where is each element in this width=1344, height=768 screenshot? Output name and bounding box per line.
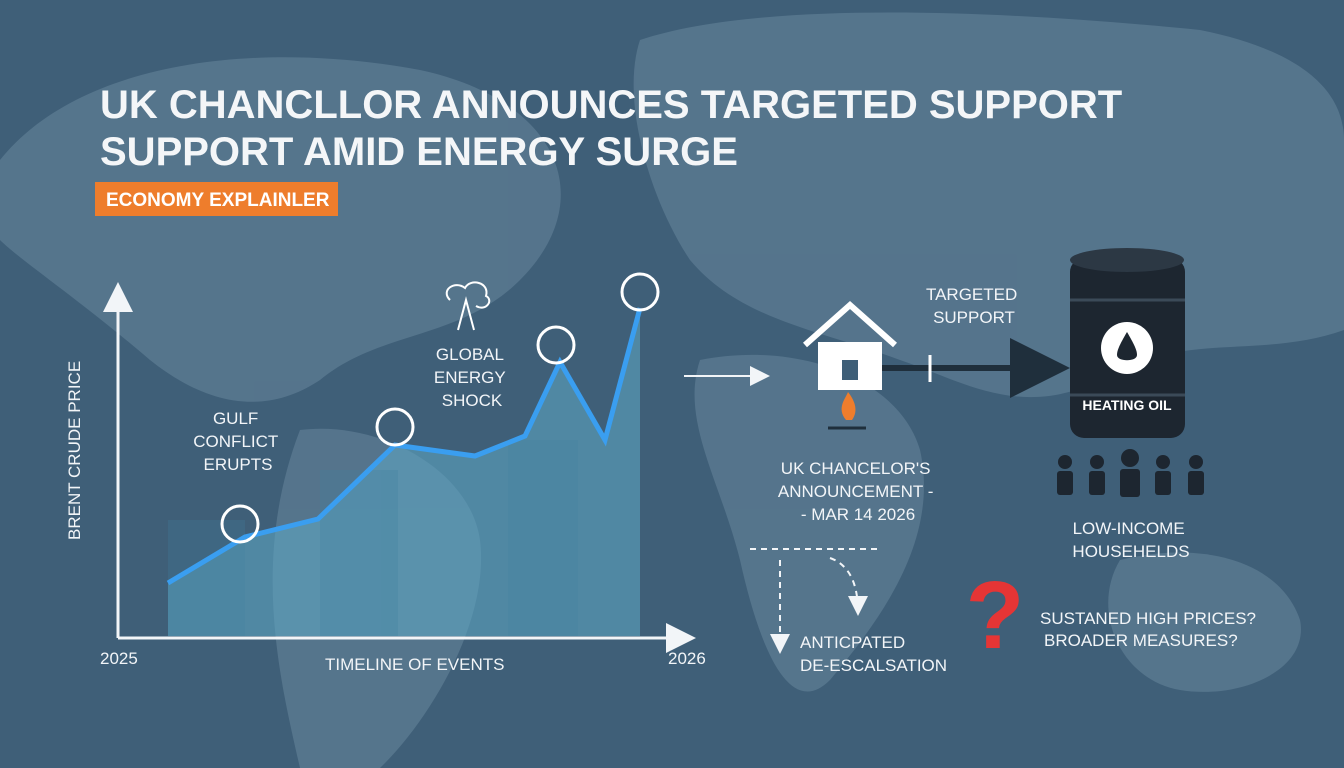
support-label-line: TARGETED — [926, 285, 1017, 304]
announcement-line: - MAR 14 2026 — [801, 505, 915, 524]
recipients-label: LOW-INCOME HOUSEHELDS — [1072, 519, 1189, 561]
oil-barrel — [1070, 248, 1185, 438]
question-line: BROADER MEASURES? — [1044, 631, 1238, 650]
support-label-line: SUPPORT — [933, 308, 1015, 327]
event-label-line: CONFLICT — [193, 432, 278, 451]
barrel-label: HEATING OIL — [1082, 397, 1172, 413]
y-axis-label: BRENT CRUDE PRICE — [65, 361, 84, 540]
recipients-line: HOUSEHELDS — [1072, 542, 1189, 561]
dashed-arrows — [750, 548, 880, 654]
people-icons — [1057, 449, 1204, 497]
outcome-line: DE-ESCALSATION — [800, 656, 947, 675]
event-label: GLOBAL ENERGY SHOCK — [434, 345, 510, 410]
title-line: UK CHANCLLOR ANNOUNCES TARGETED SUPPORT — [100, 83, 1122, 127]
timeline-chart — [103, 272, 696, 653]
question-mark: ? — [966, 562, 1025, 669]
outcome-label: ANTICPATED DE-ESCALSATION — [800, 633, 947, 675]
end-label: 2026 — [668, 649, 706, 668]
announcement-line: UK CHANCELOR'S — [781, 459, 931, 478]
announcement-line: ANNOUNCEMENT - — [778, 482, 934, 501]
outcome-line: ANTICPATED — [800, 633, 905, 652]
area — [168, 308, 640, 636]
event-label-line: GLOBAL — [436, 345, 504, 364]
announcement-label: UK CHANCELOR'S ANNOUNCEMENT - - MAR 14 2… — [778, 459, 938, 524]
recipients-line: LOW-INCOME — [1073, 519, 1185, 538]
event-markers — [220, 272, 660, 544]
start-label: 2025 — [100, 649, 138, 668]
tag-background — [95, 182, 338, 216]
event-label: GULF CONFLICT ERUPTS — [193, 409, 282, 474]
title-line: SUPPORT AMID ENERGY SURGE — [100, 130, 738, 174]
tag: ECONOMY EXPLAINLER — [106, 190, 330, 211]
area-bands — [168, 440, 578, 636]
shock-icon — [445, 281, 491, 331]
event-label-line: SHOCK — [442, 391, 503, 410]
support-label: TARGETED SUPPORT — [926, 285, 1022, 327]
price-line — [166, 307, 643, 586]
house-icon — [803, 300, 897, 430]
x-axis-label: TIMELINE OF EVENTS — [325, 655, 504, 674]
question-line: SUSTANED HIGH PRICES? — [1040, 609, 1256, 628]
questions-label: SUSTANED HIGH PRICES? BROADER MEASURES? — [1040, 609, 1261, 650]
event-label-line: ERUPTS — [204, 455, 273, 474]
event-label-line: GULF — [213, 409, 258, 428]
event-label-line: ENERGY — [434, 368, 506, 387]
